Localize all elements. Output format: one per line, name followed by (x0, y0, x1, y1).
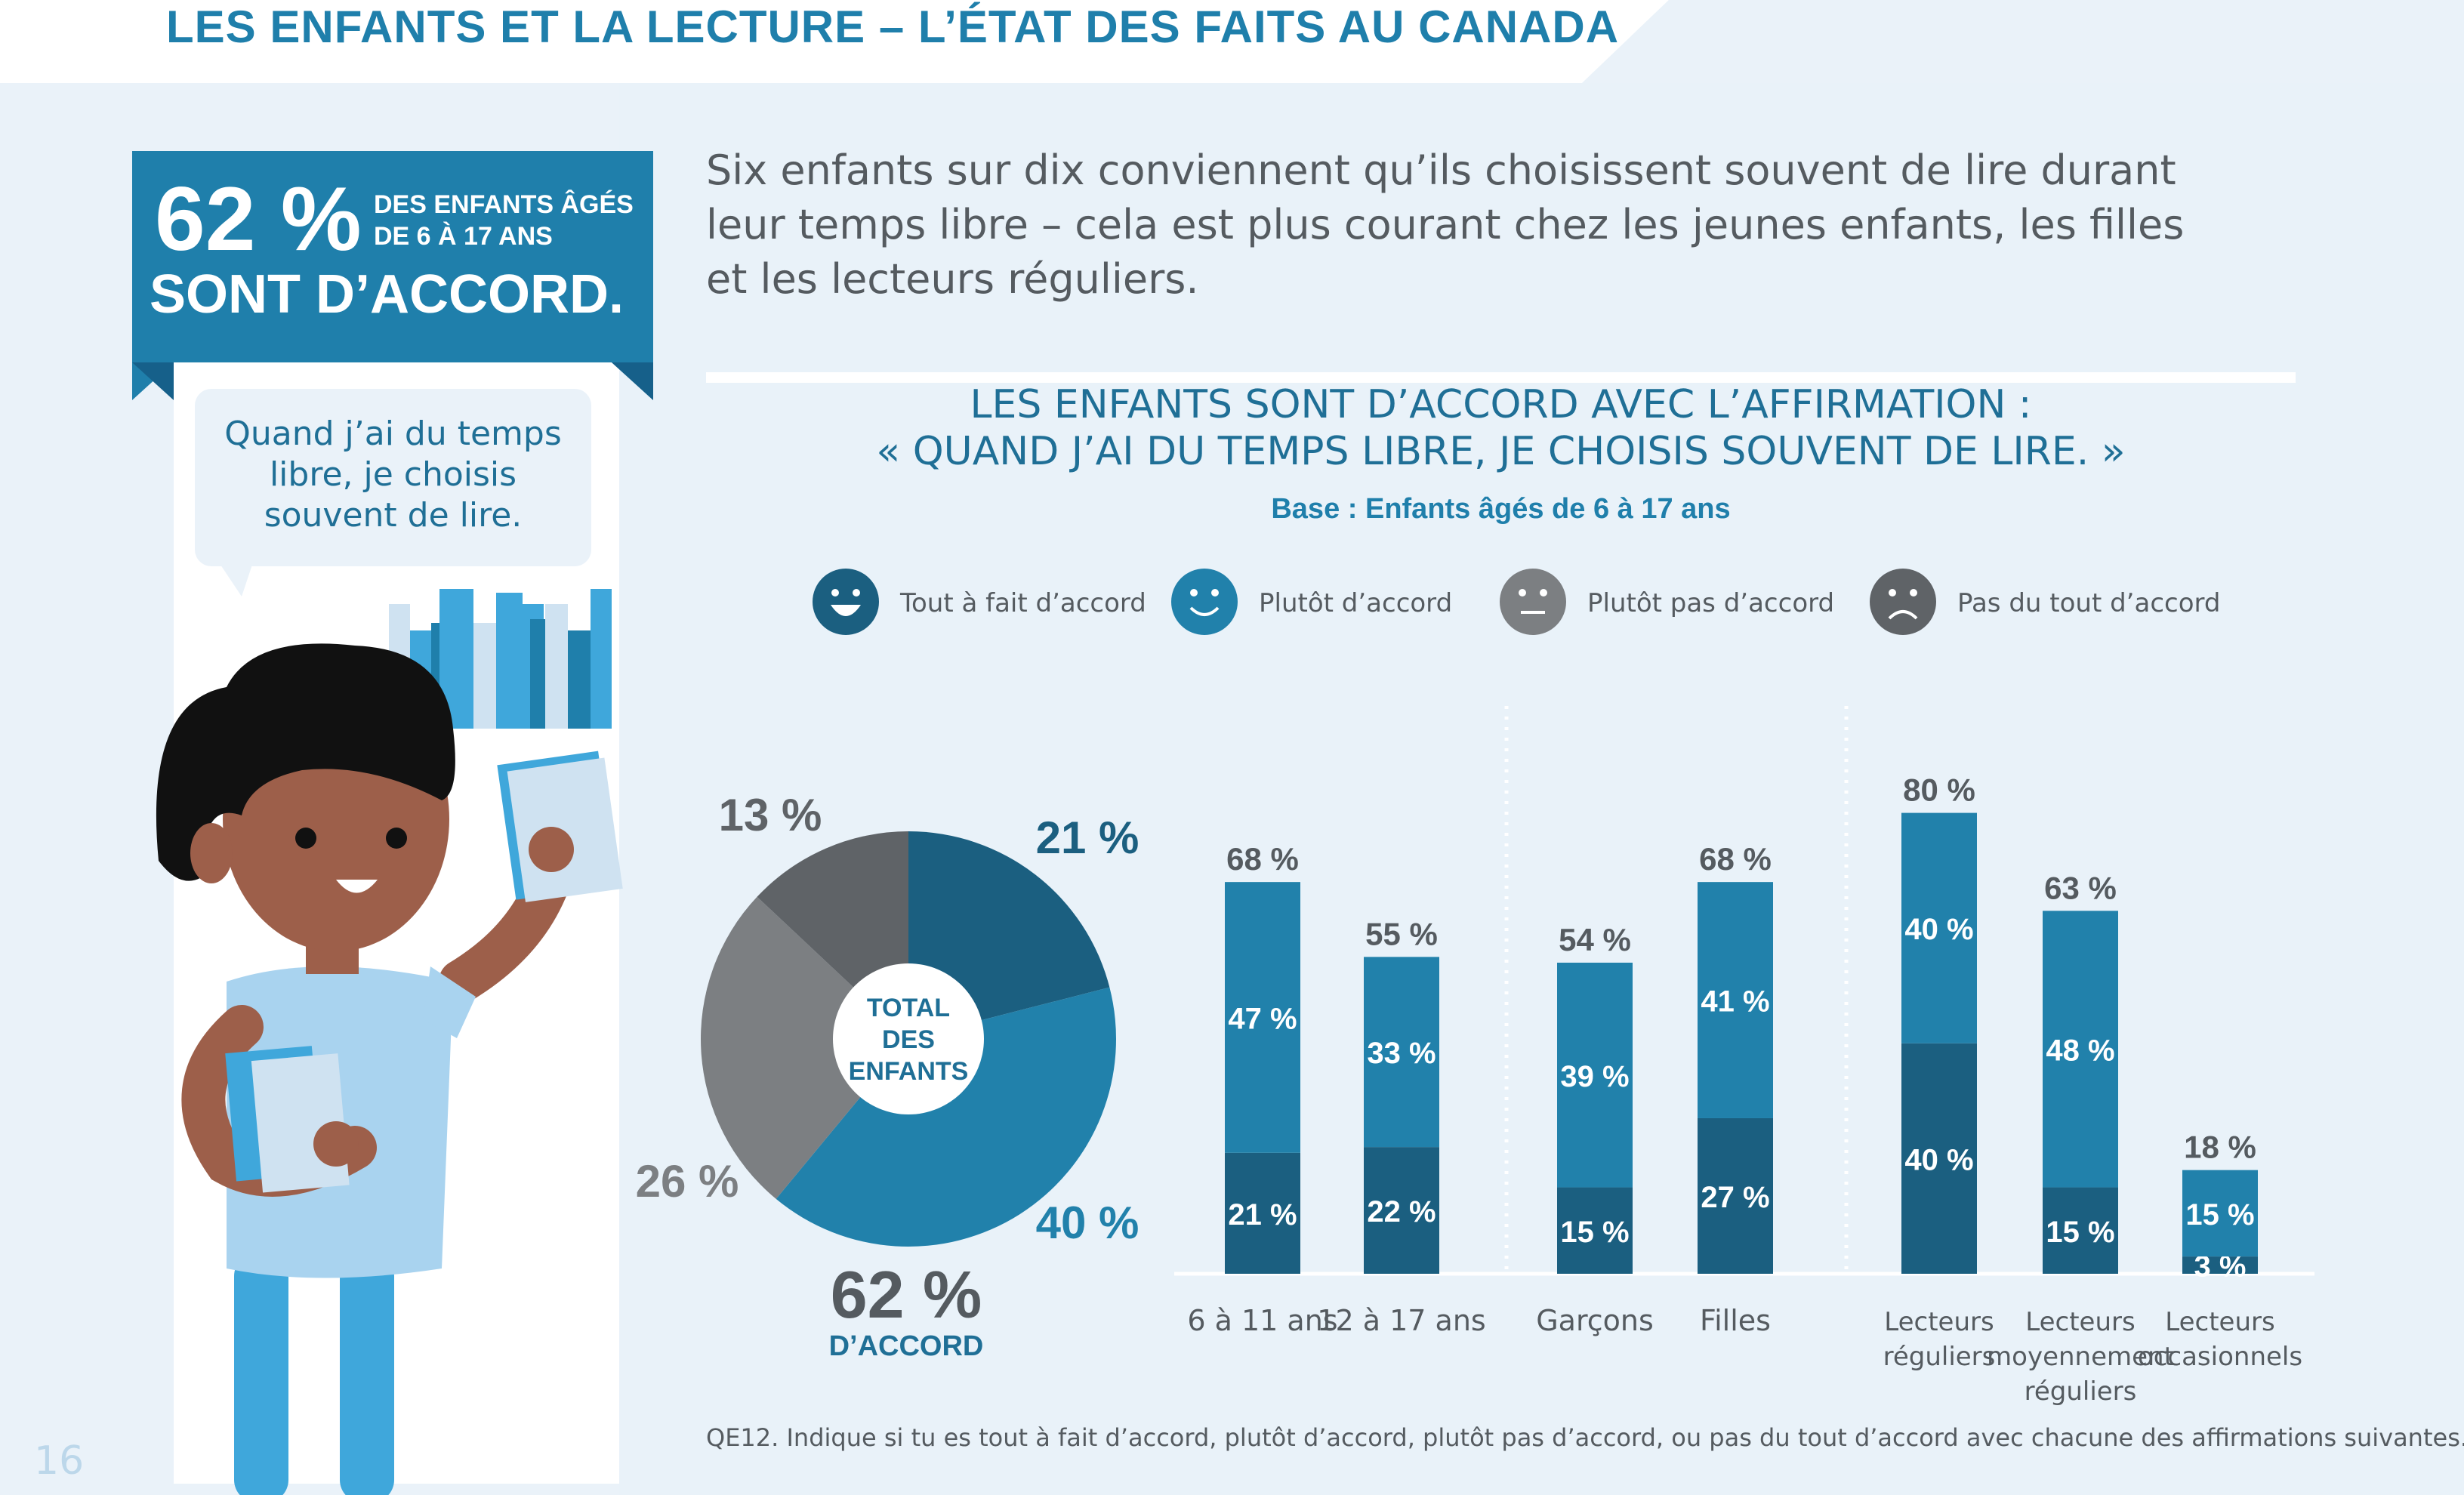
total-agree-label: D’ACCORD (829, 1330, 984, 1362)
sad-face-icon (1870, 569, 1936, 635)
bar-segment-label: 15 % (2046, 1216, 2114, 1249)
bar-total-label: 54 % (1559, 922, 1631, 957)
stat-banner (132, 151, 653, 400)
legend-label: Plutôt d’accord (1259, 588, 1452, 618)
total-agree-value: 62 % (831, 1257, 982, 1332)
bar-total-label: 18 % (2184, 1130, 2256, 1165)
chart-subtitle: Base : Enfants âgés de 6 à 17 ans (1271, 493, 1731, 525)
bar-segment-label: 22 % (1367, 1195, 1436, 1228)
bar-segment-label: 40 % (1904, 1143, 1973, 1176)
legend-label: Pas du tout d’accord (1957, 588, 2220, 618)
bar-segment-label: 48 % (2046, 1034, 2114, 1067)
bar-segment-label: 21 % (1228, 1198, 1297, 1231)
chart-title-line2: « QUAND J’AI DU TEMPS LIBRE, JE CHOISIS … (876, 429, 2126, 474)
bar-segment (2182, 1170, 2258, 1257)
bar-segment-label: 41 % (1701, 985, 1769, 1019)
bar-total-label: 68 % (1226, 841, 1299, 877)
pie-center-label: TOTAL DES ENFANTS (849, 994, 969, 1086)
bar-segment (1901, 1043, 1977, 1274)
banner-percent: 62 % (155, 168, 362, 270)
bar-segment (1557, 1187, 1633, 1274)
legend-label: Tout à fait d’accord (899, 588, 1146, 618)
bar-category-label: Garçons (1536, 1304, 1654, 1337)
bar-category-label: Filles (1700, 1304, 1771, 1337)
bar-category-label: Lecteurs réguliers (1883, 1307, 1996, 1372)
bar-segment-label: 15 % (2185, 1198, 2254, 1231)
bar-segment-label: 40 % (1904, 913, 1973, 946)
banner-agree: SONT D’ACCORD. (150, 264, 624, 325)
pie-slice-label: 21 % (1036, 812, 1139, 863)
header-band (0, 0, 2464, 83)
pie-slice-label: 40 % (1036, 1198, 1139, 1248)
legend-label: Plutôt pas d’accord (1587, 588, 1834, 618)
footnote: QE12. Indique si tu es tout à fait d’acc… (706, 1423, 2464, 1452)
pie-slice (776, 987, 1116, 1247)
chart-title-line1: LES ENFANTS SONT D’ACCORD AVEC L’AFFIRMA… (970, 382, 2032, 427)
big-smile-face-icon (813, 569, 879, 635)
page-title: LES ENFANTS ET LA LECTURE – L’ÉTAT DES F… (166, 2, 1620, 52)
boy-illustration (156, 589, 623, 1495)
bar-segment (1901, 812, 1977, 1043)
bar-segment-label: 39 % (1560, 1060, 1629, 1093)
bar-segment (1557, 962, 1633, 1188)
bar-segment (2043, 911, 2118, 1188)
bar-category-label: 6 à 11 ans (1187, 1304, 1337, 1337)
smile-face-icon (1171, 569, 1238, 635)
bar-segment (2182, 1256, 2258, 1274)
bar-total-label: 55 % (1365, 916, 1438, 951)
bar-segment-label: 33 % (1367, 1037, 1436, 1070)
bar-total-label: 68 % (1699, 841, 1772, 877)
bar-segment (1698, 882, 1773, 1118)
bar-category-label: 12 à 17 ans (1317, 1304, 1485, 1337)
bar-category-label: Lecteurs moyennement réguliers (1987, 1307, 2174, 1407)
bar-segment (2043, 1187, 2118, 1274)
bar-category-label: Lecteurs occasionnels (2138, 1307, 2302, 1372)
bar-segment (1698, 1117, 1773, 1274)
bar-segment-label: 27 % (1701, 1181, 1769, 1214)
bar-segment-label: 15 % (1560, 1216, 1629, 1249)
pie-slice (700, 896, 908, 1199)
intro-paragraph: Six enfants sur dix conviennent qu’ils c… (706, 146, 2185, 303)
speech-bubble-tail (219, 563, 253, 596)
bar-segment (1225, 882, 1300, 1153)
bar-total-label: 80 % (1903, 772, 1975, 808)
bar-segment-label: 47 % (1228, 1002, 1297, 1035)
bar-segment (1364, 957, 1439, 1148)
banner-subtext: DES ENFANTS ÂGÉS DE 6 À 17 ANS (374, 190, 634, 251)
page-number: 16 (34, 1438, 85, 1484)
neutral-face-icon (1500, 569, 1566, 635)
divider (706, 372, 2296, 383)
pie-slice-label: 26 % (636, 1156, 739, 1207)
bar-segment (1225, 1152, 1300, 1274)
speech-bubble-text: Quand j’ai du temps libre, je choisis so… (224, 415, 562, 535)
speech-bubble (195, 389, 591, 566)
pie-slice-label: 13 % (719, 790, 822, 840)
pie-center (833, 963, 984, 1114)
bar-segment (1364, 1147, 1439, 1274)
bar-total-label: 63 % (2044, 870, 2117, 905)
